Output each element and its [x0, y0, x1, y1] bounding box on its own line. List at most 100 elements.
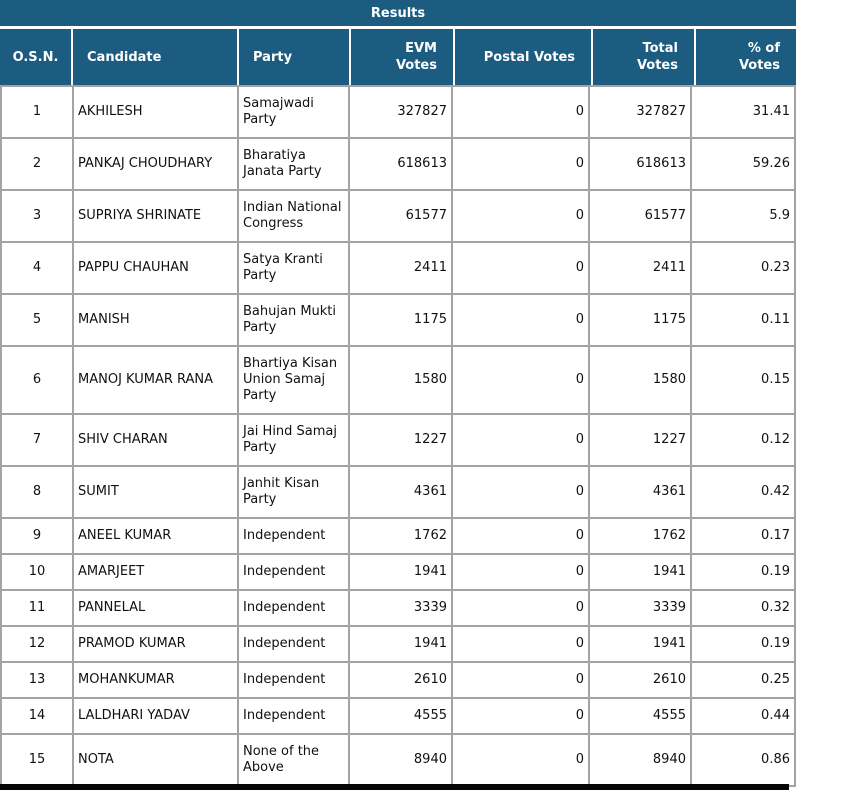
cell-postal: 0 — [451, 517, 590, 555]
cell-osn: 15 — [0, 733, 74, 787]
cell-party: Independent — [237, 625, 350, 663]
cell-candidate: SHIV CHARAN — [72, 413, 239, 467]
cell-osn: 4 — [0, 241, 74, 295]
table-row: 5 MANISH Bahujan Mukti Party 1175 0 1175 0.11 — [0, 293, 796, 347]
cell-total: 1580 — [588, 345, 692, 415]
cell-pct: 0.17 — [690, 517, 796, 555]
cell-pct: 0.86 — [690, 733, 796, 787]
cell-osn: 12 — [0, 625, 74, 663]
table-row: 10 AMARJEET Independent 1941 0 1941 0.19 — [0, 553, 796, 591]
cell-pct: 0.15 — [690, 345, 796, 415]
cell-evm: 1227 — [348, 413, 453, 467]
column-header-label: Party — [253, 49, 293, 65]
cell-osn: 11 — [0, 589, 74, 627]
cell-pct: 0.25 — [690, 661, 796, 699]
cell-evm: 1941 — [348, 553, 453, 591]
cell-total: 8940 — [588, 733, 692, 787]
cell-postal: 0 — [451, 345, 590, 415]
column-header-label: Votes — [636, 58, 678, 73]
cell-pct: 5.9 — [690, 189, 796, 243]
column-header-label: Total — [642, 41, 678, 56]
cell-evm: 1580 — [348, 345, 453, 415]
column-header-postal: Postal Votes — [455, 29, 591, 85]
cell-pct: 0.19 — [690, 625, 796, 663]
table-row: 2 PANKAJ CHOUDHARY Bharatiya Janata Party 6… — [0, 137, 796, 191]
table-row: 8 SUMIT Janhit Kisan Party 4361 0 4361 0.42 — [0, 465, 796, 519]
results-table: 1 AKHILESH Samajwadi Party 327827 0 327827 31.… — [0, 85, 796, 787]
cell-candidate: AKHILESH — [72, 85, 239, 139]
cell-candidate: SUMIT — [72, 465, 239, 519]
cell-total: 1227 — [588, 413, 692, 467]
cell-osn: 7 — [0, 413, 74, 467]
cell-postal: 0 — [451, 465, 590, 519]
cell-total: 4555 — [588, 697, 692, 735]
cell-evm: 327827 — [348, 85, 453, 139]
cell-candidate: LALDHARI YADAV — [72, 697, 239, 735]
cell-pct: 0.44 — [690, 697, 796, 735]
cell-postal: 0 — [451, 733, 590, 787]
cell-party: Bharatiya Janata Party — [237, 137, 350, 191]
column-header-osn: O.S.N. — [0, 29, 71, 85]
cell-candidate: SUPRIYA SHRINATE — [72, 189, 239, 243]
cell-evm: 8940 — [348, 733, 453, 787]
table-row: 9 ANEEL KUMAR Independent 1762 0 1762 0.17 — [0, 517, 796, 555]
cell-evm: 4361 — [348, 465, 453, 519]
cell-osn: 10 — [0, 553, 74, 591]
cell-party: Bahujan Mukti Party — [237, 293, 350, 347]
column-header-label: Candidate — [87, 49, 162, 65]
cell-party: Janhit Kisan Party — [237, 465, 350, 519]
cell-postal: 0 — [451, 85, 590, 139]
cell-osn: 14 — [0, 697, 74, 735]
cell-pct: 0.42 — [690, 465, 796, 519]
cell-candidate: AMARJEET — [72, 553, 239, 591]
cell-candidate: PRAMOD KUMAR — [72, 625, 239, 663]
column-header-total: Total Votes — [593, 29, 694, 85]
cell-pct: 0.32 — [690, 589, 796, 627]
column-header-label: % of — [747, 41, 780, 56]
cell-postal: 0 — [451, 661, 590, 699]
cell-postal: 0 — [451, 189, 590, 243]
cell-osn: 2 — [0, 137, 74, 191]
cell-postal: 0 — [451, 413, 590, 467]
cell-osn: 5 — [0, 293, 74, 347]
table-row: 14 LALDHARI YADAV Independent 4555 0 4555 0.44 — [0, 697, 796, 735]
cell-evm: 2610 — [348, 661, 453, 699]
results-table-section: Results O.S.N. Candidate Party EVM Votes Post… — [0, 0, 796, 787]
cell-pct: 0.11 — [690, 293, 796, 347]
cell-postal: 0 — [451, 137, 590, 191]
cell-postal: 0 — [451, 293, 590, 347]
table-row: 6 MANOJ KUMAR RANA Bhartiya Kisan Union Sa… — [0, 345, 796, 415]
cell-total: 61577 — [588, 189, 692, 243]
cell-total: 2610 — [588, 661, 692, 699]
cell-party: Bhartiya Kisan Union Samaj Party — [237, 345, 350, 415]
cell-evm: 3339 — [348, 589, 453, 627]
cell-party: Indian National Congress — [237, 189, 350, 243]
table-row: 4 PAPPU CHAUHAN Satya Kranti Party 2411 0 241… — [0, 241, 796, 295]
cell-party: Jai Hind Samaj Party — [237, 413, 350, 467]
column-header-label: O.S.N. — [12, 49, 59, 65]
table-header-row: O.S.N. Candidate Party EVM Votes Postal Votes… — [0, 29, 796, 85]
table-row: 11 PANNELAL Independent 3339 0 3339 0.32 — [0, 589, 796, 627]
cell-total: 1941 — [588, 553, 692, 591]
cell-party: Independent — [237, 697, 350, 735]
cell-total: 4361 — [588, 465, 692, 519]
table-row: 3 SUPRIYA SHRINATE Indian National Congres… — [0, 189, 796, 243]
cell-evm: 618613 — [348, 137, 453, 191]
cell-osn: 9 — [0, 517, 74, 555]
cell-total: 618613 — [588, 137, 692, 191]
results-title: Results — [370, 5, 426, 21]
cell-osn: 6 — [0, 345, 74, 415]
cell-party: Satya Kranti Party — [237, 241, 350, 295]
cell-party: None of the Above — [237, 733, 350, 787]
cell-postal: 0 — [451, 697, 590, 735]
cell-candidate: MANISH — [72, 293, 239, 347]
table-row: 7 SHIV CHARAN Jai Hind Samaj Party 1227 0 122… — [0, 413, 796, 467]
column-header-label: Votes — [395, 58, 437, 73]
column-header-evm: EVM Votes — [351, 29, 453, 85]
cell-candidate: PAPPU CHAUHAN — [72, 241, 239, 295]
cell-pct: 59.26 — [690, 137, 796, 191]
cell-party: Samajwadi Party — [237, 85, 350, 139]
cell-total: 327827 — [588, 85, 692, 139]
column-header-label: Votes — [738, 58, 780, 73]
